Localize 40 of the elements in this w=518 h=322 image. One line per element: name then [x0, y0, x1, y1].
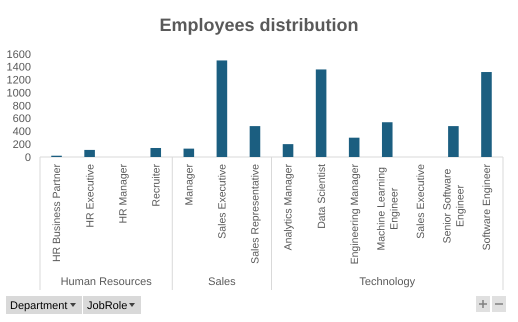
bar — [348, 138, 360, 157]
text: Sales — [208, 276, 236, 288]
x-tick-label: HR Manager — [117, 164, 130, 224]
chart-title: Employees distribution — [159, 15, 359, 35]
y-tick-label: 600 — [12, 113, 31, 126]
bar — [282, 144, 294, 157]
y-tick-label: 1400 — [6, 62, 31, 74]
bar — [382, 122, 393, 157]
bar — [84, 150, 95, 157]
y-tick-label: 1000 — [6, 87, 31, 100]
bar — [316, 69, 326, 157]
dropdown-button: JobRole — [83, 296, 141, 314]
x-tick-label: HR Executive — [84, 164, 96, 228]
bar — [448, 126, 459, 157]
y-tick-label: 200 — [12, 138, 31, 151]
y-tick-label: 1200 — [6, 74, 31, 87]
bar — [250, 126, 260, 157]
x-tick-label: Sales Executive — [414, 164, 427, 239]
bar — [481, 72, 492, 157]
bar — [150, 148, 162, 157]
x-tick-label: Manager — [183, 164, 196, 206]
x-tick-label: Sales Representative — [250, 164, 262, 264]
bar — [216, 60, 228, 157]
bar — [184, 148, 194, 157]
y-tick-label: 1600 — [6, 48, 31, 61]
x-tick-label: Sales Executive — [216, 164, 229, 239]
text: Technology — [359, 276, 416, 288]
x-tick-label: HR Business Partner — [51, 164, 64, 262]
y-tick-label: 800 — [12, 100, 31, 112]
x-tick-label: Analytics Manager — [282, 164, 295, 250]
x-tick-label: Recruiter — [150, 164, 162, 207]
x-tick-label: Data Scientist — [316, 164, 328, 229]
y-tick-label: 0 — [24, 152, 31, 164]
x-tick-label: Senior Software Engineer — [442, 168, 467, 244]
dropdown-button: Department — [6, 296, 82, 314]
text: Human Resources — [60, 276, 152, 288]
x-tick-label: Software Engineer — [481, 164, 494, 250]
x-tick-label: Engineering Manager — [348, 164, 361, 264]
y-tick-label: 400 — [12, 126, 31, 138]
x-tick-label: Machine Learning Engineer — [375, 166, 400, 251]
